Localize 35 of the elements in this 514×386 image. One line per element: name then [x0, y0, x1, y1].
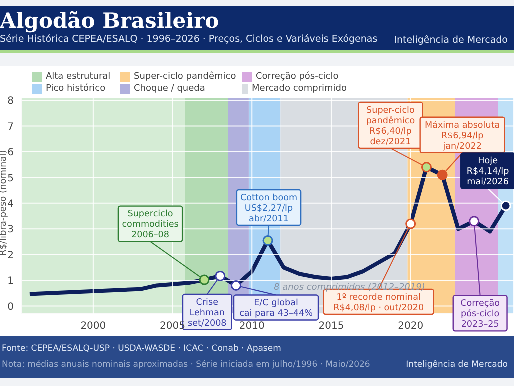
x-tick-label: 2015	[318, 321, 344, 332]
legend-label: Pico histórico	[46, 84, 106, 94]
x-tick-label: 2000	[80, 321, 106, 332]
text: Inteligência de Mercado	[406, 360, 508, 370]
annotation: Hoje R$4,14/lp mai/2026	[466, 156, 510, 188]
point	[500, 200, 512, 212]
annotation: 1º recorde nominal R$4,08/lp · out/2020	[334, 292, 424, 314]
y-tick-label: 8	[8, 96, 14, 108]
y-tick-label: 0	[8, 302, 14, 313]
chart-subtitle: Série Histórica CEPEA/ESALQ · 1996–2026 · Preços, Ciclos e Variáveis Exógenas	[0, 34, 378, 45]
chart-title: Algodão Brasileiro	[0, 8, 220, 33]
annotation: Máxima absoluta R$6,94/lp jan/2022	[424, 120, 500, 152]
y-tick-label: 1	[8, 276, 14, 288]
legend-label: Choque / queda	[134, 84, 206, 94]
y-tick-label: 5	[8, 173, 14, 184]
y-tick-label: 2	[8, 250, 14, 262]
annotation: Cotton boom US$2,27/lp abr/2011	[240, 193, 298, 224]
annotation: Crise Lehman set/2008	[188, 298, 227, 329]
legend-label: Super-ciclo pandêmico	[134, 72, 236, 82]
y-tick-label: 4	[8, 198, 14, 210]
annotation: Correção pós-ciclo 2023–25	[460, 299, 500, 330]
x-tick-label: 2020	[398, 321, 424, 332]
text: Inteligência de Mercado	[394, 35, 508, 46]
text: Nota: médias anuais nominais aproximadas · Série iniciada em julho/1996 · Maio/2026	[2, 360, 370, 370]
legend-label: Mercado comprimido	[252, 84, 347, 94]
annotation: E/C global cai para 43–44%	[240, 298, 313, 320]
legend-label: Alta estrutural	[46, 72, 111, 82]
y-tick-label: 7	[8, 122, 14, 133]
y-tick-label: 3	[8, 224, 14, 236]
x-tick-label: 2010	[239, 321, 265, 332]
annotation: Super-ciclo pandêmico R$6,40/lp dez/2021	[366, 106, 416, 148]
legend-label: Correção pós-ciclo	[256, 72, 339, 82]
annotation: Superciclo commodities 2006–08	[122, 210, 180, 241]
source-note: Fonte: CEPEA/ESALQ-USP · USDA-WASDE · ICAC · Conab · Apasem	[2, 344, 282, 354]
y-tick-label: 6	[8, 148, 14, 159]
